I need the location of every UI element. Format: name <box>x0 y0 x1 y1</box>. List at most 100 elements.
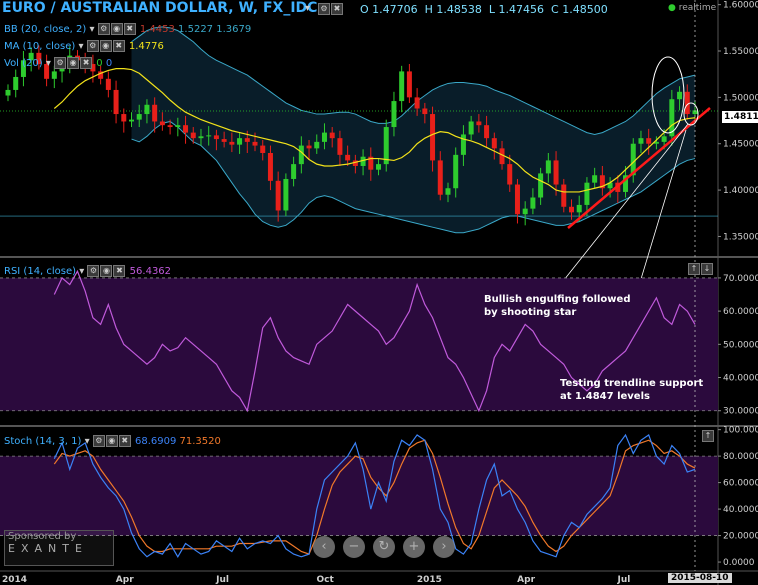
bb-settings-icon[interactable]: ⚙ <box>97 23 110 35</box>
ohlc-high: H 1.48538 <box>424 3 482 16</box>
chevron-down-icon[interactable]: ▾ <box>84 436 90 447</box>
candle-body <box>144 104 150 115</box>
candle-body <box>206 135 212 137</box>
candle-body <box>291 164 297 179</box>
ma-close-icon[interactable]: ✖ <box>112 40 125 52</box>
candle-body <box>468 121 474 135</box>
scroll-left-button[interactable]: ‹ <box>313 536 335 558</box>
ohlc-close: C 1.48500 <box>551 3 608 16</box>
candle-body <box>514 184 520 215</box>
candle-body <box>198 136 204 139</box>
zoom-out-button[interactable]: − <box>343 536 365 558</box>
price-y-tick-label: 1.55000 <box>723 47 758 57</box>
chevron-down-icon[interactable]: ▾ <box>89 24 95 35</box>
rsi-band-fill <box>0 277 718 411</box>
annotation-engulfing: Bullish engulfing followed by shooting s… <box>484 293 630 319</box>
candle-body <box>237 138 243 145</box>
stoch-pane-controls[interactable]: ↑ <box>702 430 715 442</box>
legend-ma[interactable]: MA (10, close) ▾ ⚙ ◉ ✖ 1.4776 <box>4 40 164 52</box>
legend-bb-label: BB (20, close, 2) <box>4 24 87 35</box>
stoch-k-line <box>53 433 696 558</box>
scroll-right-button[interactable]: › <box>433 536 455 558</box>
candle-body <box>298 145 304 165</box>
pane-up-icon[interactable]: ↑ <box>702 430 714 442</box>
candle-body <box>175 125 181 128</box>
legend-stoch-label: Stoch (14, 3, 1) <box>4 436 82 447</box>
bollinger-upper-line <box>131 26 696 135</box>
candle-body <box>337 138 343 155</box>
symbol-dropdown-icon[interactable]: ▾ <box>305 3 311 14</box>
legend-vol-value1: 0 <box>96 58 103 69</box>
candle-body <box>352 160 358 166</box>
candle-body <box>445 188 451 195</box>
candle-body <box>592 175 598 183</box>
legend-stoch-d-value: 71.3520 <box>179 436 221 447</box>
ma-visibility-icon[interactable]: ◉ <box>99 40 112 52</box>
candle-body <box>190 132 196 139</box>
candle-body <box>430 114 436 161</box>
rsi-pane-controls[interactable]: ↑ ↓ <box>688 263 714 275</box>
legend-ma-label: MA (10, close) <box>4 41 76 52</box>
rsi-line <box>53 269 696 413</box>
sponsor-line1: Sponsored by <box>8 531 77 542</box>
candle-body <box>545 160 551 174</box>
candle-body <box>669 99 675 137</box>
sponsor-watermark[interactable]: Sponsored by EXANTE <box>4 530 114 566</box>
candle-body <box>13 76 19 90</box>
symbol-title[interactable]: EURO / AUSTRALIAN DOLLAR, W, FX_IDC <box>2 0 318 16</box>
stoch-y-tick-label: 100.0000 <box>723 426 758 436</box>
candle-body <box>638 138 644 144</box>
stoch-close-icon[interactable]: ✖ <box>118 435 131 447</box>
chevron-down-icon[interactable]: ▾ <box>79 266 85 277</box>
candle-body <box>530 197 536 209</box>
annotation-engulfing-line1: Bullish engulfing followed <box>484 294 631 305</box>
rsi-close-icon[interactable]: ✖ <box>113 265 126 277</box>
legend-vol[interactable]: Vol (20) ▾ ⚙ ◉ ✖ 0 0 <box>4 57 112 69</box>
candle-body <box>538 173 544 198</box>
candle-body <box>491 138 497 149</box>
chevron-down-icon[interactable]: ▾ <box>78 41 84 52</box>
chevron-down-icon[interactable]: ▾ <box>45 58 51 69</box>
legend-ma-value: 1.4776 <box>128 41 164 52</box>
stoch-settings-icon[interactable]: ⚙ <box>92 435 105 447</box>
candle-body <box>221 139 227 142</box>
price-y-tick-label: 1.45000 <box>723 140 758 150</box>
reset-button[interactable]: ↻ <box>373 536 395 558</box>
candle-body <box>306 145 312 149</box>
legend-rsi[interactable]: RSI (14, close) ▾ ⚙ ◉ ✖ 56.4362 <box>4 265 171 277</box>
candle-body <box>360 156 366 166</box>
bb-close-icon[interactable]: ✖ <box>123 23 136 35</box>
legend-bb-value3: 1.3679 <box>216 24 252 35</box>
candle-body <box>267 153 273 181</box>
ma-settings-icon[interactable]: ⚙ <box>86 40 99 52</box>
candle-body <box>275 180 281 211</box>
realtime-label: realtime <box>678 3 717 13</box>
vol-settings-icon[interactable]: ⚙ <box>54 57 67 69</box>
x-tick-label: Jul <box>617 575 631 585</box>
vol-close-icon[interactable]: ✖ <box>80 57 93 69</box>
header-settings-icon[interactable]: ⚙ ✖ <box>318 3 344 15</box>
ma-line <box>53 68 696 193</box>
candle-body <box>260 145 266 153</box>
candle-body <box>129 119 135 122</box>
candle-body <box>677 91 683 100</box>
vol-visibility-icon[interactable]: ◉ <box>67 57 80 69</box>
zoom-in-button[interactable]: + <box>403 536 425 558</box>
candle-body <box>345 154 351 161</box>
candle-body <box>584 182 590 205</box>
candle-body <box>314 141 320 149</box>
candle-body <box>183 125 189 133</box>
highlight-ellipse <box>683 102 699 126</box>
legend-bb[interactable]: BB (20, close, 2) ▾ ⚙ ◉ ✖ 1.4453 1.5227 1.… <box>4 23 251 35</box>
rsi-visibility-icon[interactable]: ◉ <box>100 265 113 277</box>
candle-body <box>244 138 250 142</box>
annotation-trendline-line2: at 1.4847 levels <box>560 391 650 402</box>
rsi-settings-icon[interactable]: ⚙ <box>87 265 100 277</box>
bb-visibility-icon[interactable]: ◉ <box>110 23 123 35</box>
pane-up-icon[interactable]: ↑ <box>688 263 700 275</box>
legend-stoch[interactable]: Stoch (14, 3, 1) ▾ ⚙ ◉ ✖ 68.6909 71.3520 <box>4 435 221 447</box>
candle-body <box>437 160 443 195</box>
pane-down-icon[interactable]: ↓ <box>701 263 713 275</box>
stoch-visibility-icon[interactable]: ◉ <box>105 435 118 447</box>
x-tick-label: Oct <box>316 575 334 585</box>
